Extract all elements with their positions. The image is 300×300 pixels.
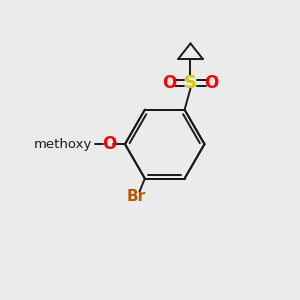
Text: O: O [102, 135, 116, 153]
Text: O: O [162, 74, 176, 92]
Text: Br: Br [127, 189, 146, 204]
Text: O: O [205, 74, 219, 92]
Text: S: S [184, 74, 197, 92]
Text: methoxy: methoxy [34, 138, 92, 151]
